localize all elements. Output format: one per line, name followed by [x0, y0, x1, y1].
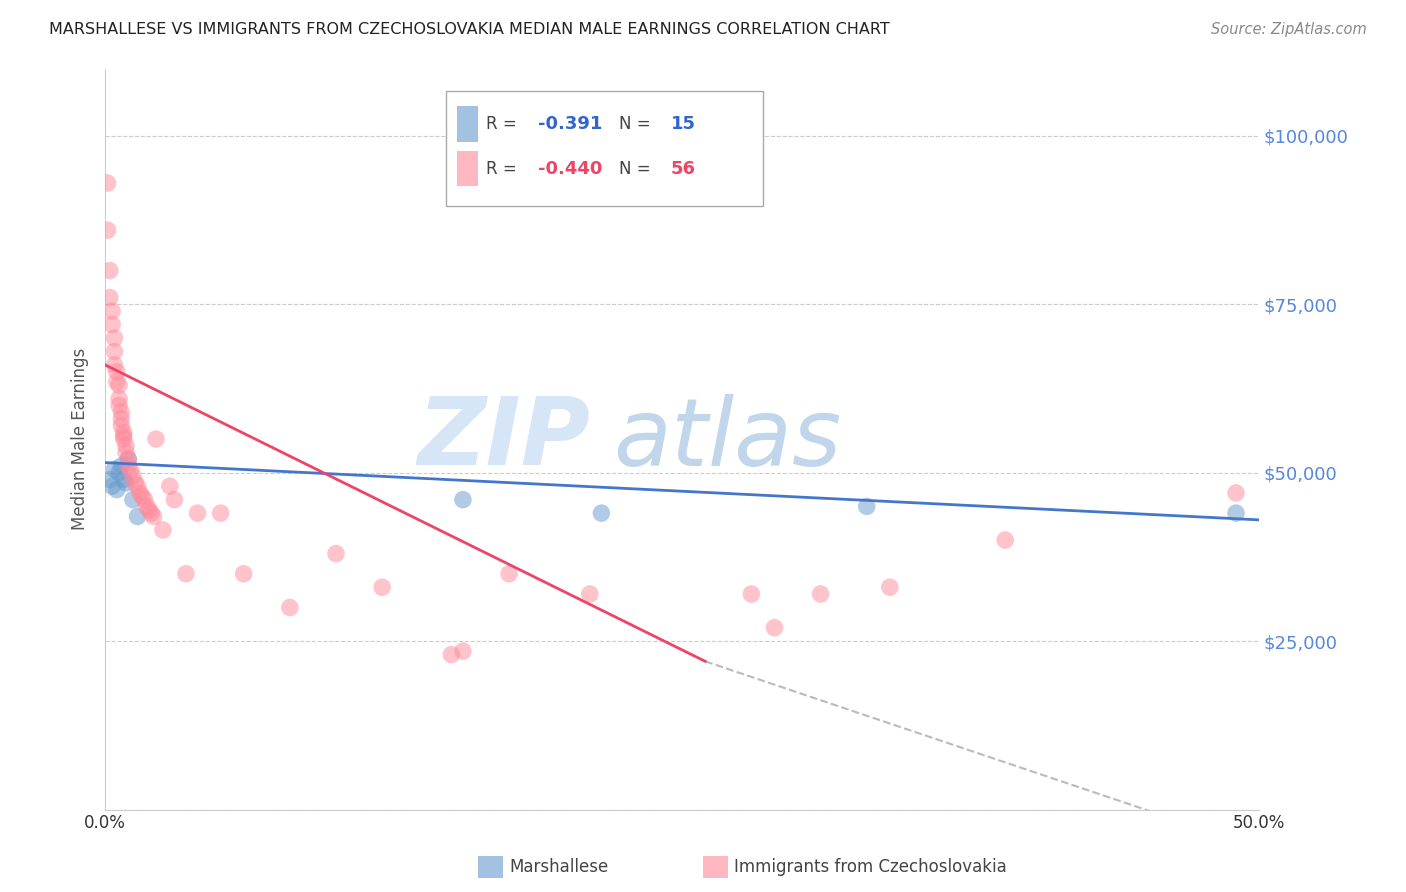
Point	[103, 358, 125, 372]
Point	[112, 432, 135, 446]
Point	[105, 483, 128, 497]
Point	[112, 428, 135, 442]
Point	[810, 587, 832, 601]
Point	[108, 378, 131, 392]
Point	[103, 462, 125, 476]
Point	[101, 318, 124, 332]
Text: MARSHALLESE VS IMMIGRANTS FROM CZECHOSLOVAKIA MEDIAN MALE EARNINGS CORRELATION C: MARSHALLESE VS IMMIGRANTS FROM CZECHOSLO…	[49, 22, 890, 37]
Point	[763, 621, 786, 635]
Text: -0.440: -0.440	[538, 160, 602, 178]
Point	[209, 506, 232, 520]
Point	[98, 472, 121, 486]
Point	[101, 304, 124, 318]
Text: 15: 15	[671, 115, 696, 133]
Point	[117, 458, 139, 473]
Point	[127, 479, 149, 493]
Text: Marshallese: Marshallese	[509, 858, 609, 876]
Point	[498, 566, 520, 581]
Point	[232, 566, 254, 581]
Point	[110, 405, 132, 419]
Point	[174, 566, 197, 581]
Point	[108, 398, 131, 412]
Point	[112, 472, 135, 486]
Point	[994, 533, 1017, 547]
Point	[579, 587, 602, 601]
Point	[440, 648, 463, 662]
Point	[103, 331, 125, 345]
Point	[110, 458, 132, 473]
Point	[855, 500, 877, 514]
Point	[96, 176, 118, 190]
Point	[122, 469, 145, 483]
Point	[101, 479, 124, 493]
Point	[131, 489, 153, 503]
Text: -0.391: -0.391	[538, 115, 602, 133]
Point	[141, 506, 163, 520]
Point	[117, 452, 139, 467]
Point	[879, 580, 901, 594]
Point	[120, 462, 142, 476]
Point	[122, 492, 145, 507]
Point	[138, 502, 160, 516]
Point	[145, 432, 167, 446]
Point	[115, 445, 138, 459]
Point	[115, 439, 138, 453]
Point	[103, 344, 125, 359]
Point	[142, 509, 165, 524]
Text: Immigrants from Czechoslovakia: Immigrants from Czechoslovakia	[734, 858, 1007, 876]
Point	[451, 644, 474, 658]
Point	[117, 452, 139, 467]
Point	[135, 500, 157, 514]
Point	[128, 486, 150, 500]
Point	[105, 375, 128, 389]
Text: ZIP: ZIP	[418, 393, 591, 485]
Point	[163, 492, 186, 507]
Bar	[446, 91, 763, 206]
Point	[186, 506, 208, 520]
Point	[112, 425, 135, 440]
Point	[127, 509, 149, 524]
Text: R =: R =	[486, 115, 517, 133]
Point	[278, 600, 301, 615]
Point	[108, 392, 131, 406]
Point	[1225, 486, 1247, 500]
Point	[740, 587, 762, 601]
Bar	[457, 106, 478, 142]
Text: N =: N =	[619, 160, 651, 178]
Point	[1225, 506, 1247, 520]
Point	[98, 263, 121, 277]
Point	[152, 523, 174, 537]
Text: N =: N =	[619, 115, 651, 133]
Point	[325, 547, 347, 561]
Point	[108, 466, 131, 480]
Point	[371, 580, 394, 594]
Text: R =: R =	[486, 160, 517, 178]
Point	[451, 492, 474, 507]
Bar	[457, 151, 478, 186]
Point	[134, 492, 156, 507]
Point	[98, 291, 121, 305]
Point	[105, 365, 128, 379]
Text: atlas: atlas	[613, 393, 841, 484]
Point	[110, 418, 132, 433]
Point	[159, 479, 181, 493]
Text: 56: 56	[671, 160, 696, 178]
Text: Source: ZipAtlas.com: Source: ZipAtlas.com	[1211, 22, 1367, 37]
Point	[124, 475, 146, 490]
Point	[115, 475, 138, 490]
Point	[110, 412, 132, 426]
Y-axis label: Median Male Earnings: Median Male Earnings	[72, 348, 89, 530]
Point	[96, 223, 118, 237]
Point	[591, 506, 613, 520]
